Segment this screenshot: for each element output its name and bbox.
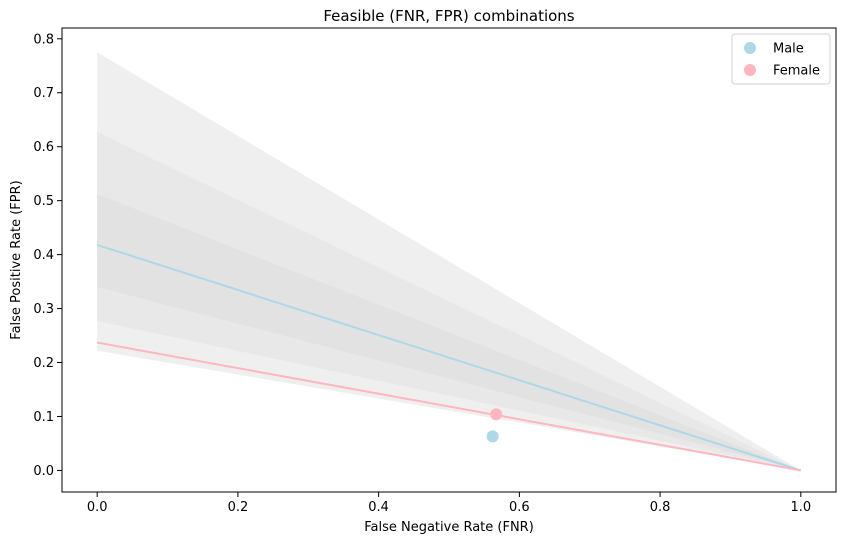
series-lines [96,243,802,472]
x-tick-label: 0.6 [509,500,530,515]
y-tick-label: 0.8 [33,32,54,47]
y-tick-label: 0.4 [33,248,54,263]
legend-box [731,33,831,85]
point-male [486,430,499,443]
series-points [486,408,503,443]
line-male [96,243,802,472]
x-tick-label: 0.4 [368,500,389,515]
band-2 [97,194,801,471]
y-axis-label: False Positive Rate (FPR) [9,180,24,339]
y-tick-label: 0.0 [33,464,54,479]
band-1 [97,132,801,471]
y-tick-label: 0.5 [33,194,54,209]
band-0 [97,52,801,471]
chart-title: Feasible (FNR, FPR) combinations [323,7,574,25]
x-tick-label: 0.0 [87,500,108,515]
y-tick-label: 0.7 [33,86,54,101]
confidence-bands [97,52,801,471]
y-tick-label: 0.6 [33,140,54,155]
legend-marker-female [744,64,756,76]
plot-frame [61,27,837,493]
y-tick-label: 0.2 [33,356,54,371]
x-tick-label: 0.8 [650,500,671,515]
x-axis-label: False Negative Rate (FNR) [364,520,534,535]
x-axis-ticks: 0.0 0.2 0.4 0.6 0.8 1.0 [87,492,811,515]
legend-label-female: Female [773,64,820,79]
y-axis-ticks: 0.0 0.1 0.2 0.3 0.4 0.5 0.6 0.7 0.8 [33,32,62,479]
y-tick-label: 0.1 [33,410,54,425]
legend-marker-male [744,42,756,54]
line-female [97,341,801,472]
legend: Male Female [731,33,831,85]
x-tick-label: 0.2 [228,500,249,515]
legend-label-male: Male [773,42,804,57]
point-female [490,408,503,421]
x-tick-label: 1.0 [790,500,811,515]
y-tick-label: 0.3 [33,302,54,317]
